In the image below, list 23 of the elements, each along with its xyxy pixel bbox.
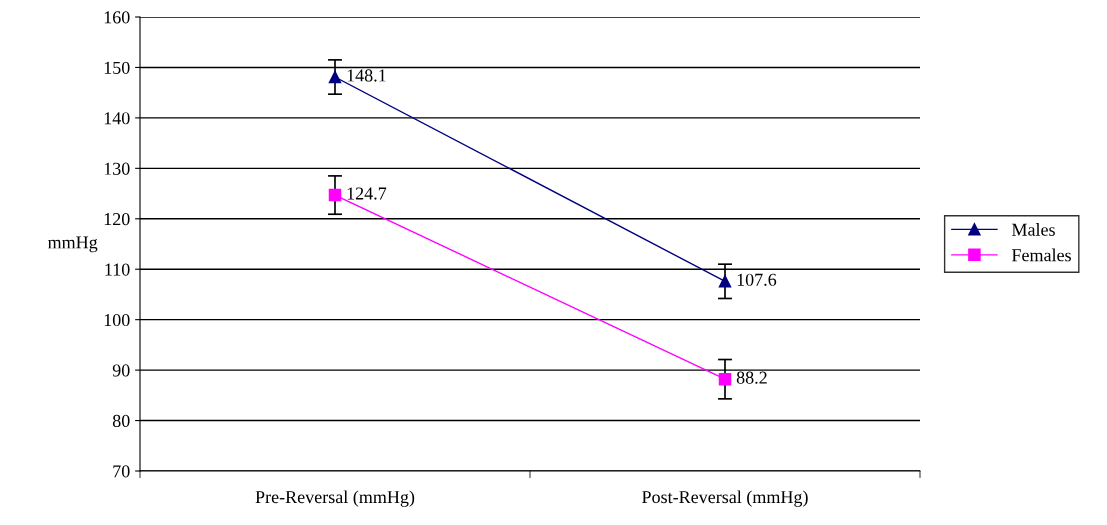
y-tick-label: 120	[104, 213, 130, 226]
x-tick-label: Post-Reversal (mmHg)	[642, 490, 808, 507]
y-tick-label: 90	[112, 364, 130, 377]
y-tick-label: 140	[104, 112, 130, 125]
y-tick-label: 110	[105, 263, 130, 276]
legend-label: Females	[1011, 248, 1071, 262]
point	[328, 70, 342, 84]
y-tick-label: 100	[104, 313, 130, 327]
data-label: 124.7	[347, 187, 387, 200]
y-tick-label: 150	[104, 61, 130, 74]
data-label: 148.1	[347, 69, 386, 82]
y-axis-title: mmHg	[47, 236, 98, 253]
data-label: 88.2	[736, 371, 767, 384]
y-tick-label: 80	[112, 414, 130, 427]
point	[328, 188, 342, 202]
x-tick-label: Pre-Reversal (mmHg)	[255, 490, 415, 507]
legend-label: Males	[1011, 223, 1055, 236]
point	[718, 372, 732, 386]
y-tick-label: 70	[113, 465, 130, 478]
point	[718, 275, 732, 288]
y-tick-label: 160	[104, 11, 130, 24]
y-tick-label: 130	[104, 162, 130, 175]
data-label: 107.6	[737, 273, 777, 286]
